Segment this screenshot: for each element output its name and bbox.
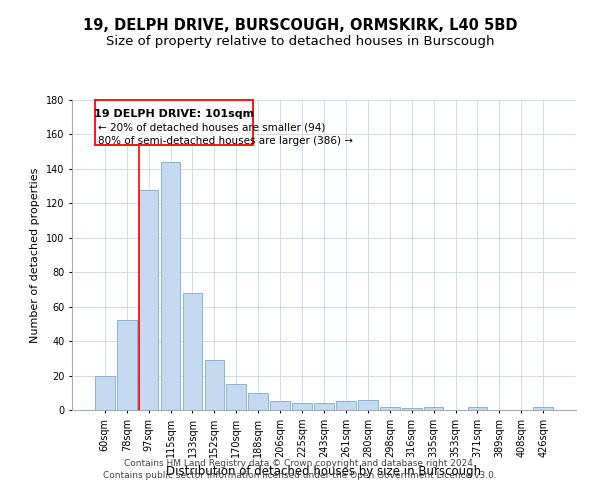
Bar — [380, 406, 400, 410]
Bar — [424, 406, 443, 410]
Text: 80% of semi-detached houses are larger (386) →: 80% of semi-detached houses are larger (… — [98, 136, 353, 146]
Bar — [95, 376, 115, 410]
Bar — [533, 406, 553, 410]
Y-axis label: Number of detached properties: Number of detached properties — [31, 168, 40, 342]
Bar — [358, 400, 378, 410]
Bar — [205, 360, 224, 410]
Bar — [402, 408, 422, 410]
Bar — [292, 403, 312, 410]
Bar — [467, 406, 487, 410]
Text: Contains HM Land Registry data © Crown copyright and database right 2024.
Contai: Contains HM Land Registry data © Crown c… — [103, 458, 497, 480]
Bar — [182, 293, 202, 410]
Bar — [314, 403, 334, 410]
Bar — [117, 320, 137, 410]
Text: ← 20% of detached houses are smaller (94): ← 20% of detached houses are smaller (94… — [98, 122, 326, 132]
Bar — [336, 402, 356, 410]
Bar — [161, 162, 181, 410]
Bar — [139, 190, 158, 410]
FancyBboxPatch shape — [95, 100, 253, 145]
Bar — [248, 393, 268, 410]
Text: 19, DELPH DRIVE, BURSCOUGH, ORMSKIRK, L40 5BD: 19, DELPH DRIVE, BURSCOUGH, ORMSKIRK, L4… — [83, 18, 517, 32]
Text: 19 DELPH DRIVE: 101sqm: 19 DELPH DRIVE: 101sqm — [94, 108, 254, 118]
X-axis label: Distribution of detached houses by size in Burscough: Distribution of detached houses by size … — [166, 466, 482, 478]
Bar — [226, 384, 246, 410]
Text: Size of property relative to detached houses in Burscough: Size of property relative to detached ho… — [106, 35, 494, 48]
Bar — [270, 402, 290, 410]
